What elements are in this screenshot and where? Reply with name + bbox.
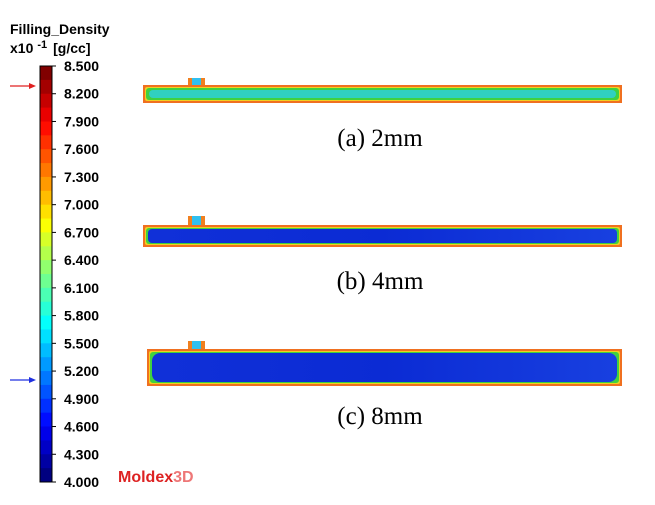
tick-label: 6.100 <box>64 280 99 296</box>
color-cell <box>40 274 52 289</box>
color-cell <box>40 384 52 400</box>
color-bar-frame <box>39 65 53 483</box>
gate-core <box>192 341 201 353</box>
tick-label: 6.400 <box>64 252 99 268</box>
color-cell <box>40 426 52 441</box>
color-cell <box>40 343 52 358</box>
color-cell <box>40 218 52 233</box>
cavity: (a) 2mm <box>143 78 622 152</box>
legend-title: Filling_Density <box>10 21 110 37</box>
color-cell <box>40 468 52 483</box>
color-cell <box>40 301 52 317</box>
tick-label: 5.800 <box>64 308 99 324</box>
color-cell <box>40 135 52 150</box>
panel-caption: (b) 4mm <box>337 268 424 295</box>
color-cell <box>40 121 52 136</box>
gate-core <box>192 78 201 89</box>
gate-core <box>192 216 201 229</box>
tick-label: 4.900 <box>64 391 99 407</box>
tick-label: 4.000 <box>64 474 99 490</box>
cavity-core <box>149 90 616 98</box>
tick-label: 6.700 <box>64 224 99 240</box>
color-cell <box>40 398 52 414</box>
color-cell <box>40 66 52 81</box>
cavity: (c) 8mm <box>147 341 622 430</box>
color-cell <box>40 149 52 164</box>
tick-labels: 8.500 8.200 7.900 7.600 7.300 7.000 6.700 6.400… <box>52 58 99 490</box>
panel-caption: (a) 2mm <box>337 125 423 152</box>
unit-prefix: x10 <box>10 40 34 56</box>
red-arrow <box>10 83 36 89</box>
color-cell <box>40 176 52 192</box>
tick-label: 7.900 <box>64 113 99 129</box>
color-bar <box>40 66 52 483</box>
blue-arrow <box>10 377 36 383</box>
panel-caption: (c) 8mm <box>337 403 423 430</box>
color-cell <box>40 329 52 344</box>
logo-suffix: 3D <box>173 469 193 486</box>
color-cell <box>40 107 52 122</box>
tick-label: 7.300 <box>64 169 99 185</box>
color-cell <box>40 412 52 428</box>
color-cell <box>40 163 52 178</box>
unit-exponent: -1 <box>37 39 47 51</box>
unit: [g/cc] <box>53 40 90 56</box>
color-cell <box>40 440 52 455</box>
color-cell <box>40 357 52 372</box>
tick-label: 7.600 <box>64 141 99 157</box>
tick-label: 4.600 <box>64 419 99 435</box>
color-cell <box>40 315 52 330</box>
color-cell <box>40 260 52 275</box>
color-cell <box>40 287 52 303</box>
color-cell <box>40 93 52 109</box>
color-cell <box>40 246 52 261</box>
color-cell <box>40 204 52 220</box>
logo: Moldex3D <box>118 469 194 486</box>
tick-label: 5.500 <box>64 335 99 351</box>
color-cell <box>40 454 52 469</box>
legend-unit: x10 -1 [g/cc] <box>10 39 90 56</box>
color-cell <box>40 79 52 95</box>
color-cell <box>40 232 52 247</box>
color-cell <box>40 190 52 206</box>
cavity-core <box>148 229 617 243</box>
tick-label: 8.500 <box>64 58 99 74</box>
cavity-core <box>152 353 617 382</box>
tick-label: 5.200 <box>64 363 99 379</box>
tick-label: 8.200 <box>64 86 99 102</box>
logo-brand: Moldex <box>118 469 173 486</box>
tick-label: 4.300 <box>64 446 99 462</box>
panels: (a) 2mm (b) 4mm (c) 8mm <box>143 78 622 430</box>
tick-label: 7.000 <box>64 197 99 213</box>
color-cell <box>40 371 52 386</box>
cavity: (b) 4mm <box>143 216 622 295</box>
